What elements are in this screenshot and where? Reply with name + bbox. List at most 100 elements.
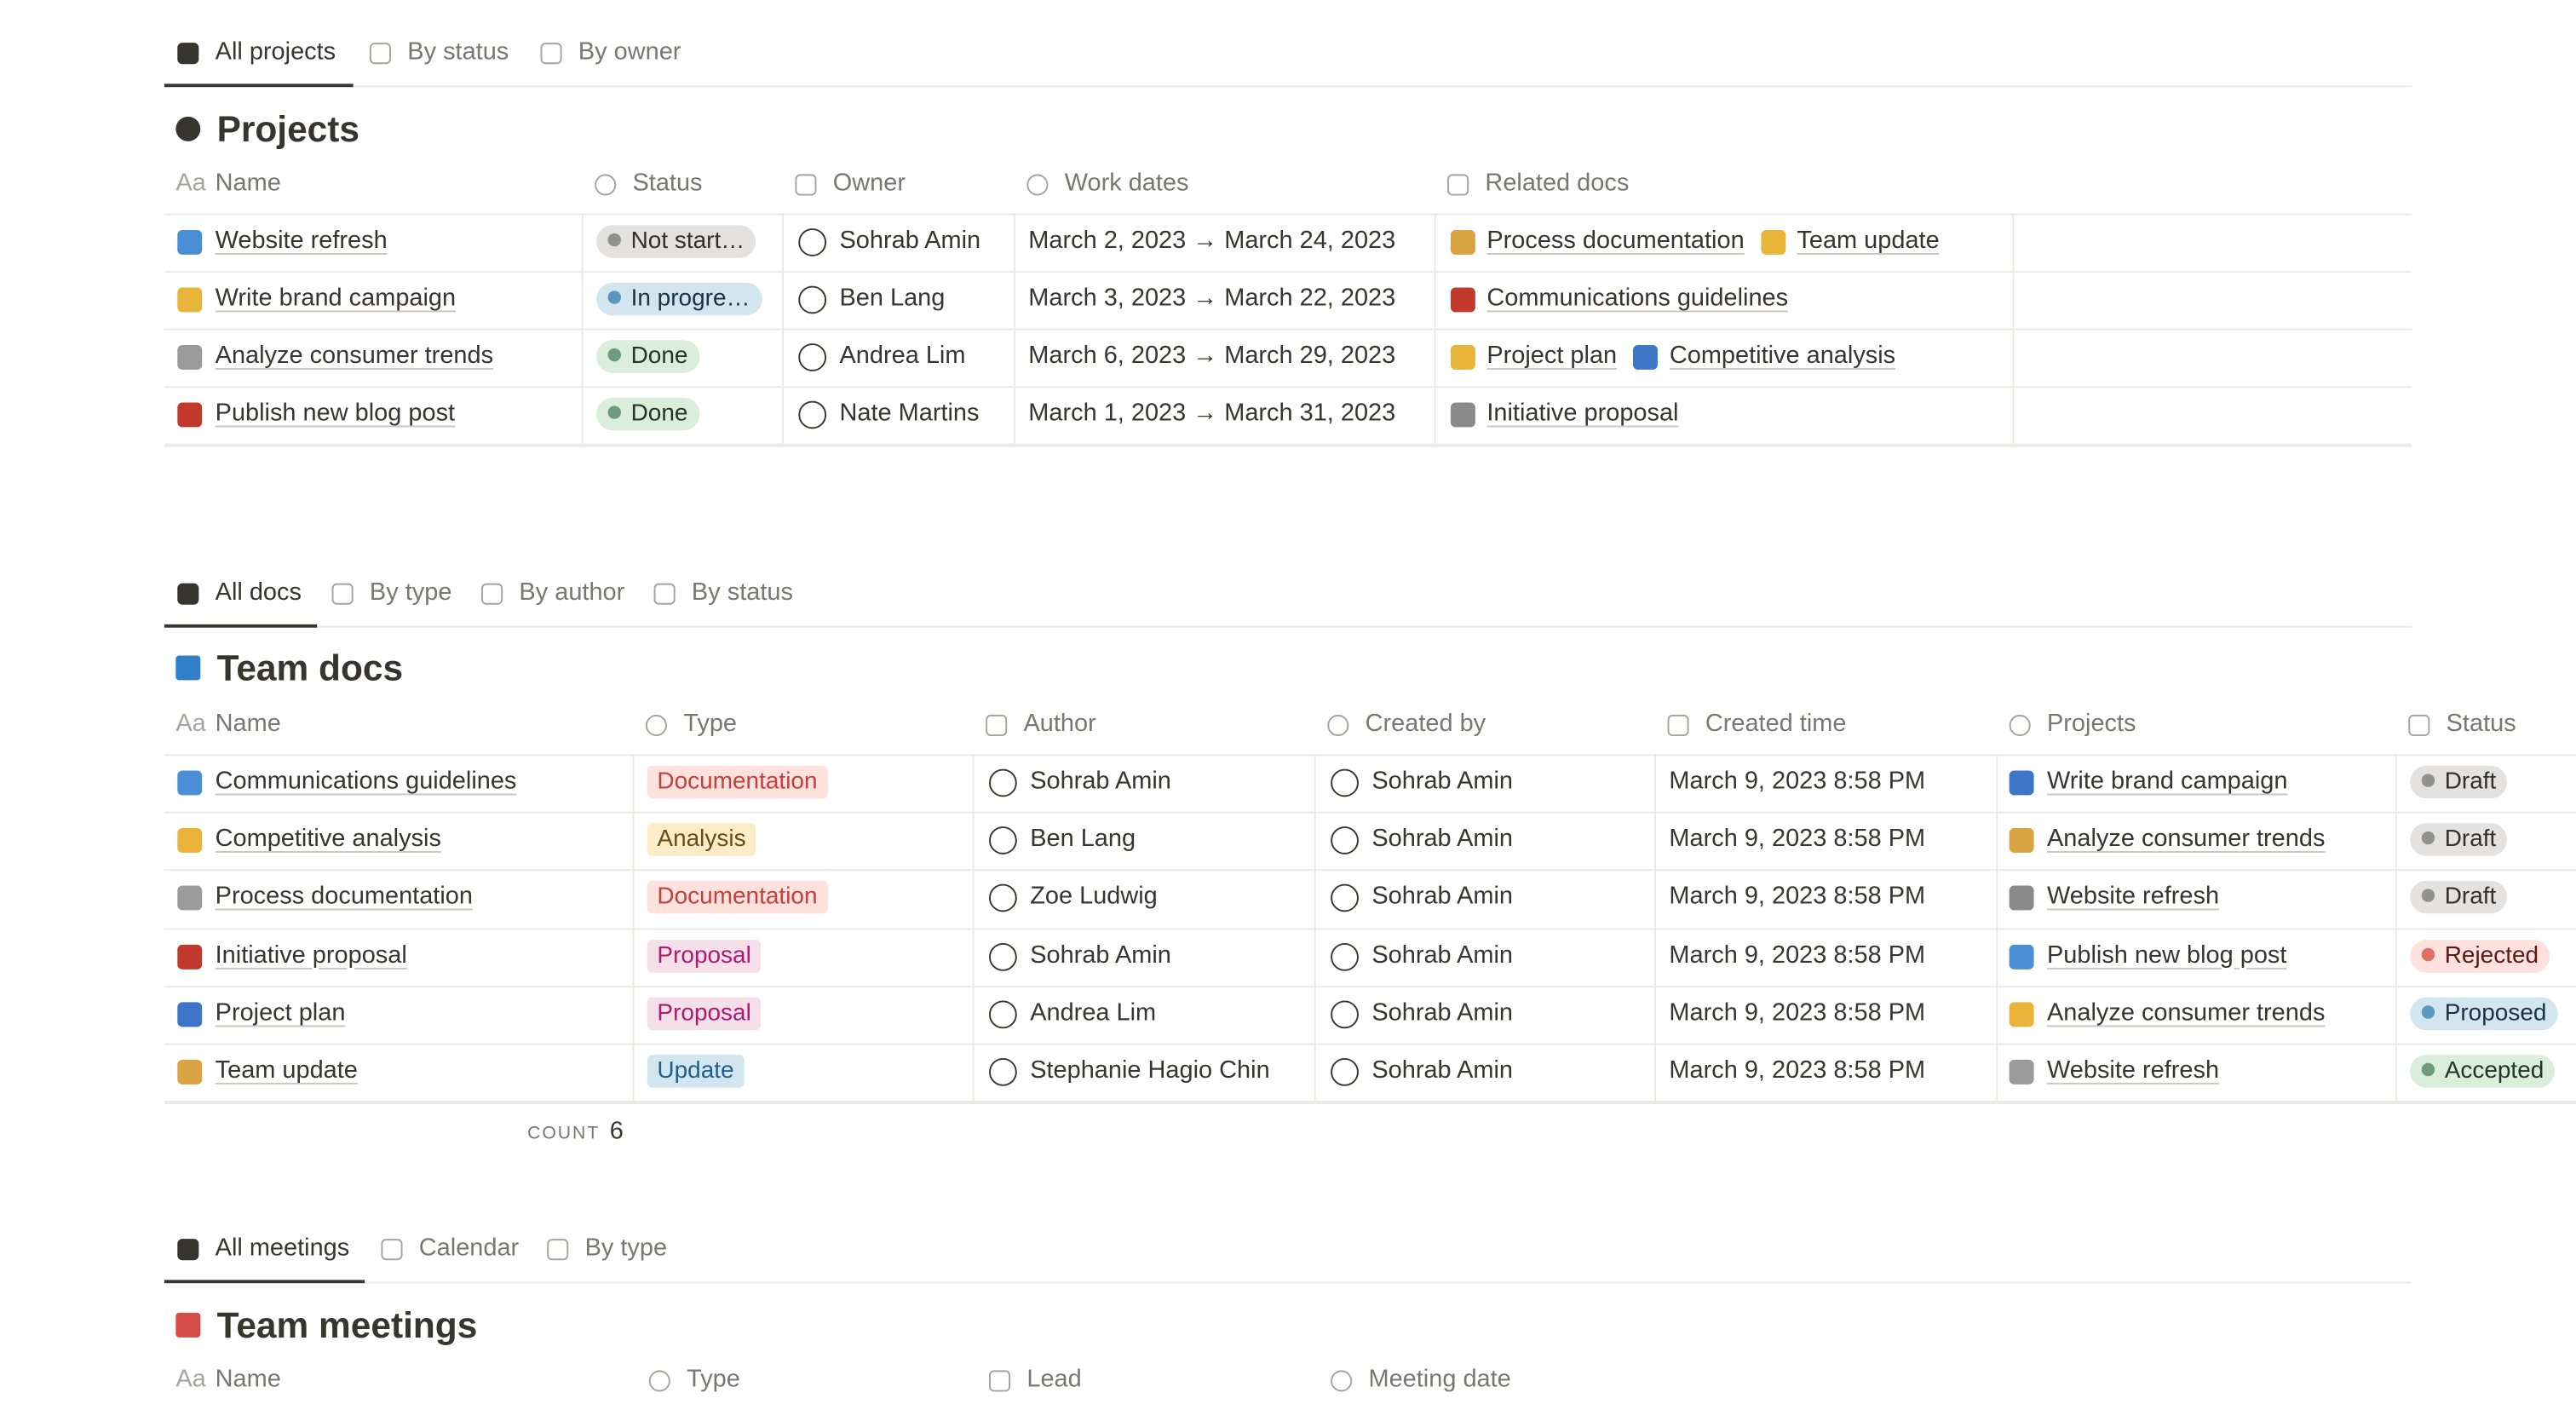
avatar <box>1331 768 1359 797</box>
table-bottom <box>164 445 2412 447</box>
column-icon: Aa <box>175 710 206 738</box>
column-header[interactable]: Name <box>215 1365 281 1394</box>
page-link[interactable]: Publish new blog post <box>215 399 456 428</box>
relation-link[interactable]: Project plan <box>1486 342 1618 370</box>
page-link[interactable]: Write brand campaign <box>215 284 457 313</box>
page-icon <box>2009 1059 2034 1085</box>
column-header[interactable]: Type <box>687 1365 740 1394</box>
view-tab[interactable]: All projects <box>215 37 336 66</box>
page-icon <box>177 828 203 854</box>
relation-link[interactable]: Process documentation <box>1486 227 1745 255</box>
page-icon <box>177 1002 203 1027</box>
view-tab[interactable]: By status <box>691 578 793 607</box>
status-label: In progre… <box>630 285 750 313</box>
page-link[interactable]: Analyze consumer trends <box>2046 998 2326 1027</box>
view-tab[interactable]: Calendar <box>418 1234 520 1263</box>
status-pill: Draft <box>2410 881 2508 915</box>
column-divider <box>2012 213 2015 444</box>
column-header[interactable]: Related docs <box>1485 169 1630 198</box>
status-pill: Draft <box>2410 823 2508 857</box>
title-icon <box>175 655 201 681</box>
column-divider <box>1996 754 1998 1102</box>
page-link[interactable]: Analyze consumer trends <box>2046 825 2326 854</box>
section-title: Team docs <box>216 647 404 689</box>
cell-text: March 9, 2023 8:58 PM <box>1669 1056 1926 1085</box>
cell-text: March 1, 2023 → March 31, 2023 <box>1028 399 1396 428</box>
relation: Team update <box>1760 225 1940 258</box>
status-pill: Done <box>596 397 699 431</box>
page-link[interactable]: Competitive analysis <box>215 825 441 854</box>
tab-icon <box>177 43 199 65</box>
column-icon <box>795 174 817 196</box>
column-header[interactable]: Owner <box>832 169 906 198</box>
page-link[interactable]: Analyze consumer trends <box>215 342 494 370</box>
relation-link[interactable]: Competitive analysis <box>1669 342 1896 370</box>
column-header[interactable]: Status <box>632 169 703 198</box>
tab-icon <box>547 1239 569 1261</box>
avatar <box>1331 1000 1359 1028</box>
person-name: Zoe Ludwig <box>1030 883 1158 912</box>
status-pill: Accepted <box>2410 1055 2556 1088</box>
column-header[interactable]: Created time <box>1705 710 1847 738</box>
status-dot <box>607 291 621 304</box>
view-tab[interactable]: All meetings <box>215 1234 350 1263</box>
row-divider <box>164 386 2412 388</box>
status-pill: Draft <box>2410 881 2508 915</box>
person-name: Stephanie Hagio Chin <box>1030 1056 1270 1085</box>
page-link[interactable]: Publish new blog post <box>2046 941 2287 970</box>
avatar <box>988 942 1017 971</box>
view-tab[interactable]: By owner <box>578 37 681 66</box>
page-link[interactable]: Team update <box>215 1056 358 1085</box>
page-link[interactable]: Website refresh <box>215 227 388 255</box>
page-link[interactable]: Website refresh <box>2046 1056 2220 1085</box>
status-label: Not start… <box>630 228 745 255</box>
tab-icon <box>177 1239 199 1261</box>
page-link[interactable]: Communications guidelines <box>215 767 517 796</box>
status-pill: Proposed <box>2410 997 2558 1030</box>
view-tab[interactable]: By author <box>519 578 625 607</box>
column-header[interactable]: Projects <box>2046 710 2136 738</box>
status-label: Accepted <box>2444 1057 2544 1085</box>
relations: Initiative proposal <box>1450 398 1679 431</box>
page-icon <box>177 344 203 370</box>
avatar <box>798 228 827 256</box>
relation-icon <box>1450 344 1475 369</box>
avatar <box>988 826 1017 855</box>
page-link[interactable]: Initiative proposal <box>215 941 407 970</box>
column-header[interactable]: Work dates <box>1064 169 1189 198</box>
relation-icon <box>1450 286 1475 312</box>
page-icon <box>2009 770 2034 796</box>
column-header[interactable]: Name <box>215 169 281 198</box>
column-header[interactable]: Meeting date <box>1368 1365 1511 1394</box>
column-header[interactable]: Author <box>1023 710 1096 738</box>
tab-icon <box>369 43 391 65</box>
column-header[interactable]: Status <box>2446 710 2516 738</box>
page-link[interactable]: Write brand campaign <box>2046 767 2288 796</box>
view-tab[interactable]: By type <box>369 578 452 607</box>
select-tag: Proposal <box>647 939 762 972</box>
column-header[interactable]: Lead <box>1026 1365 1082 1394</box>
page-link[interactable]: Website refresh <box>2046 883 2220 912</box>
column-icon <box>1026 174 1049 196</box>
row-divider <box>164 812 2576 814</box>
column-icon: Aa <box>175 169 206 198</box>
view-tab[interactable]: All docs <box>215 578 302 607</box>
page-link[interactable]: Process documentation <box>215 883 473 912</box>
column-header[interactable]: Type <box>683 710 738 738</box>
column-divider <box>581 213 584 444</box>
relation-link[interactable]: Team update <box>1797 227 1940 255</box>
view-tab[interactable]: By status <box>407 37 509 66</box>
relation-icon <box>1450 401 1475 427</box>
view-tab[interactable]: By type <box>584 1234 668 1263</box>
column-header[interactable]: Created by <box>1365 710 1486 738</box>
relation-link[interactable]: Communications guidelines <box>1486 284 1789 313</box>
relation-link[interactable]: Initiative proposal <box>1486 399 1679 428</box>
page-link[interactable]: Project plan <box>215 998 346 1027</box>
status-dot <box>607 233 621 247</box>
status-label: Rejected <box>2444 942 2539 970</box>
status-pill: Rejected <box>2410 939 2550 972</box>
column-header[interactable]: Name <box>215 710 281 738</box>
status-label: Draft <box>2444 884 2497 912</box>
status-pill: Accepted <box>2410 1055 2556 1088</box>
